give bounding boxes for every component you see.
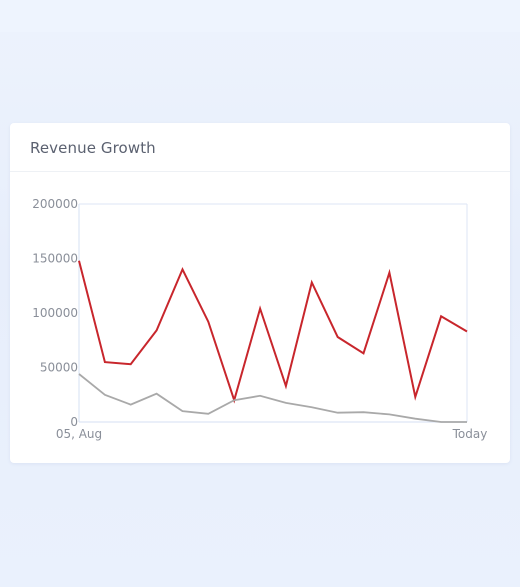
chart-axes <box>78 203 468 423</box>
y-tick-label: 0 <box>70 415 78 429</box>
revenue-growth-card: Revenue Growth 0 50000 100000 150000 200000 … <box>10 123 510 463</box>
x-tick-label-end: Today <box>452 427 488 441</box>
card-title: Revenue Growth <box>30 139 156 157</box>
card-header: Revenue Growth <box>10 123 510 172</box>
y-tick-label: 150000 <box>32 252 78 266</box>
y-tick-label: 50000 <box>40 361 78 375</box>
top-band <box>0 0 520 32</box>
revenue-chart: 0 50000 100000 150000 200000 05, Aug Today <box>32 197 488 441</box>
x-tick-labels: 05, Aug Today <box>56 427 488 441</box>
y-tick-label: 200000 <box>32 197 78 211</box>
x-tick-label-start: 05, Aug <box>56 427 102 441</box>
chart-series <box>78 260 468 423</box>
y-tick-labels: 0 50000 100000 150000 200000 <box>32 197 78 429</box>
y-tick-label: 100000 <box>32 306 78 320</box>
series-line-red <box>78 260 468 404</box>
series-line-gray <box>78 373 467 423</box>
